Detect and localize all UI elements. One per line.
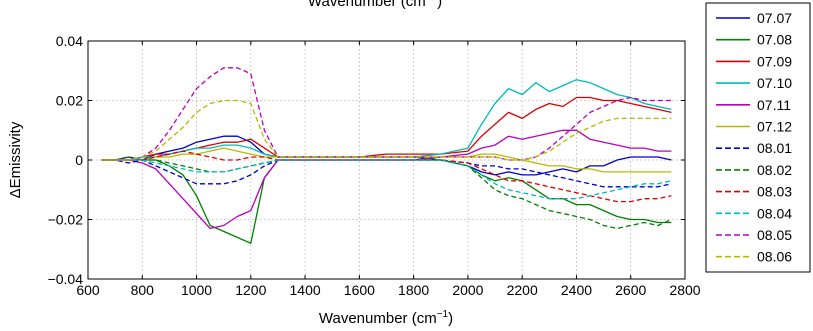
x-tick-label: 600 — [76, 282, 100, 298]
series-line-08.01 — [101, 159, 672, 188]
x-tick-label: 800 — [131, 282, 155, 298]
x-tick-label: 2000 — [452, 282, 483, 298]
legend-label: 08.02 — [757, 162, 792, 178]
series-line-07.11 — [101, 129, 672, 230]
x-axis-label: Wavenumber (cm−1) — [319, 309, 453, 327]
legend-label: 07.11 — [757, 97, 791, 113]
x-tick-label: 1400 — [290, 282, 321, 298]
y-tick-label: 0.02 — [56, 93, 83, 109]
series-line-08.04 — [101, 159, 672, 200]
y-tick-label: 0.04 — [56, 33, 83, 49]
legend-label: 07.12 — [757, 119, 792, 135]
legend-label: 07.10 — [757, 75, 792, 91]
series-group — [101, 67, 672, 244]
series-line-08.03 — [101, 150, 672, 203]
x-tick-label: 2800 — [669, 282, 700, 298]
grid — [88, 41, 685, 279]
legend: 07.07 07.08 07.09 07.10 07.11 07.12 08.01 08.02… — [716, 10, 792, 265]
legend-label: 07.08 — [757, 32, 792, 48]
x-tick-label: 2400 — [561, 282, 592, 298]
legend-label: 08.03 — [757, 184, 792, 200]
series-line-08.02 — [101, 156, 672, 230]
x-tick-label: 1600 — [344, 282, 375, 298]
y-tick-label: 0 — [75, 152, 83, 168]
legend-label: 08.04 — [757, 205, 792, 221]
legend-label: 08.01 — [757, 140, 792, 156]
legend-label: 07.07 — [757, 10, 792, 26]
y-axis-label: ΔEmissivity — [7, 121, 24, 198]
legend-label: 08.05 — [757, 227, 792, 243]
y-axis: −0.04 −0.02 0 0.02 0.04 — [48, 33, 685, 287]
x-axis: 600 800 1000 1200 1400 1600 1800 2000 2200 2400 26… — [76, 41, 701, 298]
legend-box — [705, 2, 811, 273]
series-line-08.06 — [101, 99, 672, 161]
x-tick-label: 2200 — [507, 282, 538, 298]
x-tick-label: 1000 — [181, 282, 212, 298]
x-tick-label: 2600 — [615, 282, 646, 298]
y-tick-label: −0.04 — [48, 271, 84, 287]
top-axis-label: Wavenumber (cm−1) — [308, 0, 442, 10]
legend-label: 08.06 — [757, 249, 792, 265]
x-tick-label: 1200 — [235, 282, 266, 298]
legend-label: 07.09 — [757, 53, 792, 69]
y-tick-label: −0.02 — [48, 212, 84, 228]
x-tick-label: 1800 — [398, 282, 429, 298]
